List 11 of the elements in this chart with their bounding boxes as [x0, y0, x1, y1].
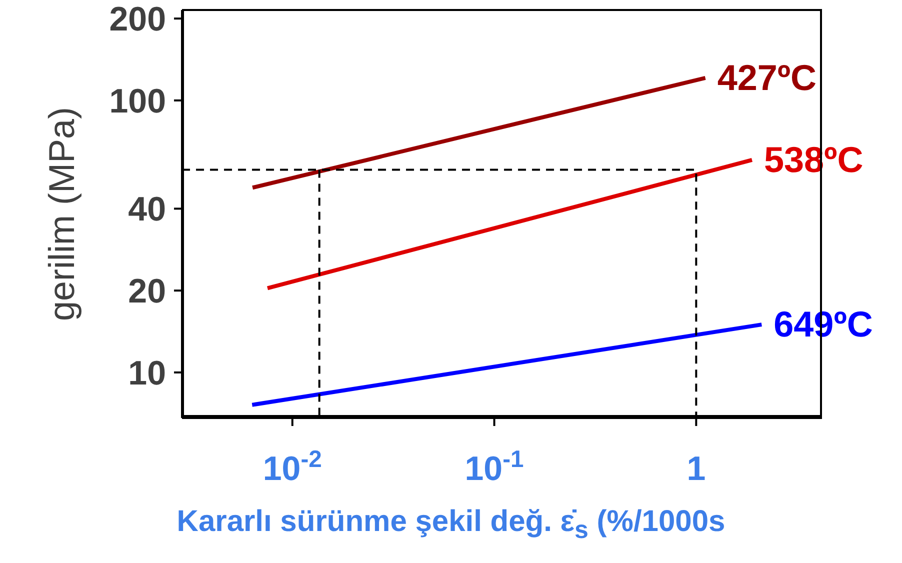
y-axis-title: gerilim (MPa) [41, 106, 83, 322]
x-axis-title: Kararlı sürünme şekil değ. ε̇$_{s}$ (%/1000s [176, 505, 726, 545]
y-tick-label: 40 [128, 190, 166, 229]
y-tick-label: 200 [109, 0, 166, 39]
series-label: 427ºC [717, 56, 817, 98]
x-tick-label: 10$^{-2}$ [262, 446, 322, 488]
x-tick-label: 10$^{-1}$ [464, 446, 524, 488]
y-tick-label: 100 [109, 82, 166, 120]
y-tick-label: 10 [128, 354, 166, 392]
x-tick-label: 1 [686, 450, 706, 488]
y-tick-label: 20 [128, 272, 166, 311]
